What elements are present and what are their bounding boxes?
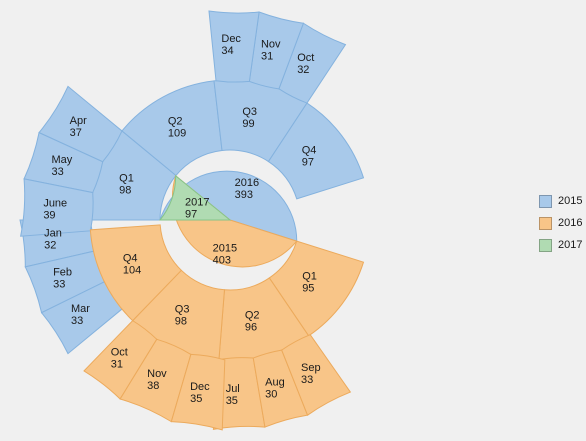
segment-2015[interactable] [159,170,298,242]
segment-2015-q2-june[interactable] [20,178,94,237]
label-2016-q3: Q3 98 [175,304,190,328]
legend-item-2017[interactable]: 2017 [539,234,582,256]
label-2015-q2-apr: Apr 37 [70,115,87,139]
label-2016-q1: Q1 95 [302,271,317,295]
label-2015: 2015 403 [213,243,237,267]
legend-item-2016[interactable]: 2016 [539,212,582,234]
segment-2015-q4-dec[interactable] [208,10,260,83]
segment-2016-q4-dec[interactable] [170,353,226,431]
label-2016-q4-dec: Dec 35 [190,381,210,405]
label-2017: 2017 97 [185,196,209,220]
label-2016-q4-nov: Nov 38 [147,368,167,392]
segment-2015-q4[interactable] [267,102,365,200]
label-2015-q1-feb: Feb 33 [53,267,72,291]
label-2016-q3-jul: Jul 35 [226,383,240,407]
label-2015-q1: Q1 98 [119,173,134,197]
label-2015-q4-oct: Oct 32 [297,52,314,76]
legend-label: 2016 [558,217,583,229]
legend-swatch [539,194,552,208]
label-2016-q4-oct: Oct 31 [111,346,128,370]
label-2015-q2: Q2 109 [168,116,186,140]
segment-2016-q3-sep[interactable] [281,334,352,416]
label-2016-q3-aug: Aug 30 [265,377,285,401]
label-2015-q3: Q3 99 [242,106,257,130]
label-2016-q3-sep: Sep 33 [301,362,321,386]
legend-label: 2015 [558,195,583,207]
legend-swatch [539,216,552,230]
segment-2017[interactable] [158,174,232,221]
label-2015-q2-june: June 39 [43,198,67,222]
label-2015-q1-jan: Jan 32 [44,228,62,252]
label-2015-q4-dec: Dec 34 [221,33,241,57]
label-2015-q4: Q4 97 [302,145,317,169]
legend-label: 2017 [558,239,583,251]
label-2015-q2-may: May 33 [52,154,73,178]
label-2015-q1-mar: Mar 33 [71,303,90,327]
legend-swatch [539,238,552,252]
label-2016-q2: Q2 96 [245,310,260,334]
segment-2016-q4[interactable] [89,224,183,322]
label-2016-q4: Q4 104 [123,252,141,276]
label-2016: 2016 393 [235,177,259,201]
legend: 2015 2016 2017 [539,190,582,256]
label-2015-q4-nov: Nov 31 [261,38,281,62]
legend-item-2015[interactable]: 2015 [539,190,582,212]
